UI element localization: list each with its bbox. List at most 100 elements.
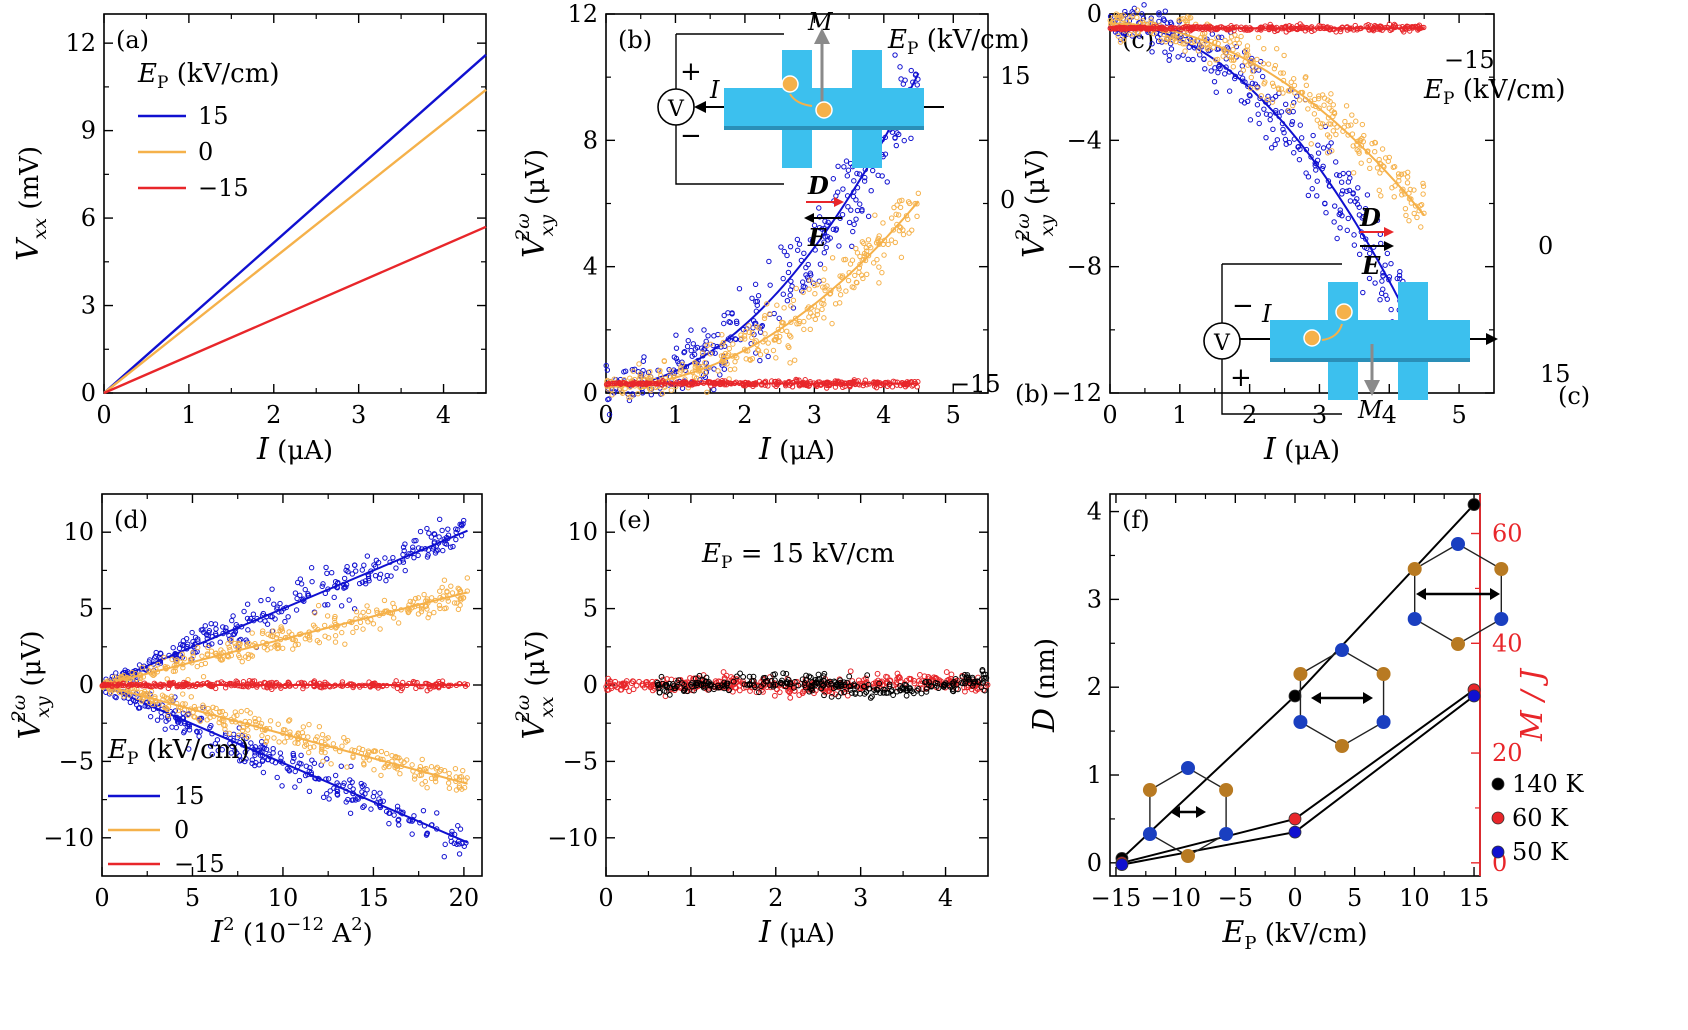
data-point (205, 644, 211, 651)
data-point (356, 580, 363, 587)
data-point (733, 679, 740, 686)
data-point (836, 243, 842, 249)
data-point (606, 396, 612, 402)
data-point (1331, 109, 1337, 116)
data-point (306, 749, 312, 756)
data-point (426, 611, 432, 617)
data-point (721, 683, 728, 689)
data-point (347, 783, 353, 790)
data-point (200, 627, 206, 633)
data-point (439, 527, 445, 534)
data-point (185, 712, 191, 718)
data-point (860, 240, 867, 247)
data-point (334, 780, 340, 786)
text-part: M (1357, 396, 1384, 424)
data-point (442, 841, 448, 848)
data-point (1240, 67, 1247, 73)
data-point (1238, 33, 1244, 40)
data-point (861, 178, 868, 184)
data-point (181, 655, 188, 662)
x-tick-label: 5 (1451, 401, 1466, 429)
data-point (1168, 46, 1175, 52)
hallbar-arm (1398, 282, 1428, 400)
data-point (787, 694, 794, 701)
data-point (428, 534, 435, 540)
data-point (1323, 210, 1329, 216)
minus-sign: − (680, 121, 702, 151)
x-tick-label: 3 (351, 401, 366, 429)
data-point (1317, 120, 1323, 126)
data-point (323, 564, 329, 571)
data-point (853, 245, 859, 252)
data-point (239, 658, 245, 665)
data-point (900, 231, 907, 238)
data-point (249, 760, 255, 767)
data-point (222, 711, 229, 718)
panel-c: 0 1 2 3 4 5−12−8−40(c)150−15(c)EP (kV/cm)V−+I… (1012, 0, 1590, 467)
data-point (777, 333, 783, 340)
data-point (819, 306, 825, 313)
data-point (287, 683, 293, 689)
data-point (1139, 18, 1146, 24)
data-point (1360, 289, 1366, 296)
data-point (871, 687, 878, 694)
data-point (391, 812, 397, 818)
data-point (325, 776, 332, 782)
data-point (800, 289, 806, 296)
data-point (417, 528, 424, 535)
data-point (659, 390, 666, 397)
data-point (784, 328, 790, 334)
data-point (439, 584, 445, 591)
data-point (292, 683, 299, 689)
x-tick-label: 5 (185, 884, 200, 912)
data-point (801, 682, 808, 689)
data-point (271, 735, 277, 741)
data-point (762, 312, 768, 319)
data-point (756, 325, 762, 331)
data-point (820, 277, 827, 283)
x-quantity: I (256, 432, 270, 467)
x-tick-label: 0 (1287, 884, 1302, 912)
data-point (691, 374, 698, 380)
data-point (696, 672, 703, 679)
data-point (857, 201, 863, 207)
data-point (1261, 106, 1267, 112)
data-point (449, 828, 455, 835)
data-point (839, 212, 846, 218)
data-point (287, 729, 293, 735)
text-part: P (907, 39, 918, 59)
x-tick-label: 3 (1312, 401, 1327, 429)
data-point (1353, 118, 1359, 124)
data-point (400, 559, 407, 565)
data-point (293, 607, 300, 613)
data-point (401, 759, 407, 765)
arrowhead (1363, 692, 1373, 704)
data-point (1351, 232, 1357, 238)
data-point (688, 681, 694, 688)
data-point (760, 681, 767, 687)
data-point (981, 674, 987, 681)
data-point (172, 668, 178, 674)
data-point (824, 233, 831, 240)
data-point (307, 744, 314, 751)
data-point (1291, 150, 1297, 156)
data-point (1337, 225, 1343, 231)
data-point (191, 713, 197, 720)
data-point (267, 718, 274, 724)
data-point (1397, 268, 1403, 275)
panel-label: (e) (618, 506, 651, 534)
data-point (825, 219, 831, 225)
data-point (730, 678, 737, 685)
legend-marker (1491, 777, 1505, 791)
data-point (332, 613, 338, 620)
data-point (688, 347, 694, 354)
data-point (298, 581, 305, 587)
data-point (274, 645, 280, 652)
data-point (827, 235, 833, 241)
data-point (807, 270, 814, 276)
data-point (770, 682, 777, 688)
data-point (606, 411, 613, 418)
data-point (240, 724, 246, 731)
data-point (250, 611, 257, 617)
x-tick-label: 0 (94, 884, 109, 912)
